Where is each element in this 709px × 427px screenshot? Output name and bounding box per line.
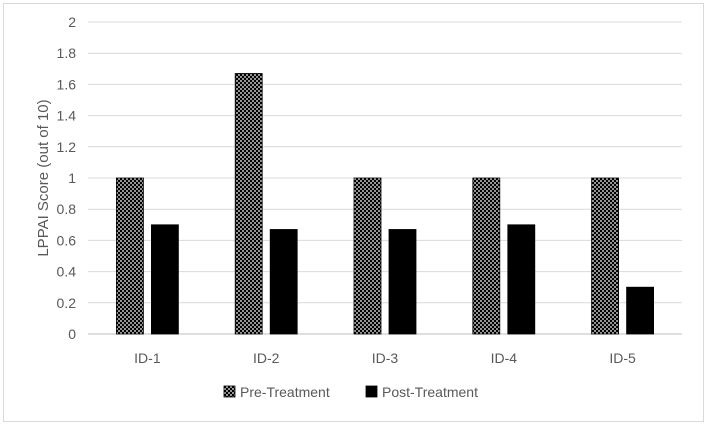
legend-swatch-pre-treatment <box>223 385 236 398</box>
y-axis-ticks: 0 0.2 0.4 0.6 0.8 1 1.2 1.4 1.6 1.8 2 <box>57 14 77 342</box>
legend-label-post-treatment: Post-Treatment <box>382 384 478 400</box>
bars <box>116 73 654 335</box>
y-tick-label: 1.8 <box>57 45 77 61</box>
gridlines <box>88 21 682 335</box>
y-axis-title: LPPAI Score (out of 10) <box>35 99 52 256</box>
bar-pre-treatment <box>591 177 619 335</box>
x-tick-label: ID-3 <box>372 350 399 366</box>
y-tick-label: 1 <box>68 170 76 186</box>
y-tick-label: 0.4 <box>57 264 77 280</box>
bar-post-treatment <box>507 224 536 335</box>
y-tick-label: 2 <box>68 14 76 30</box>
y-tick-label: 1.4 <box>57 108 77 124</box>
y-tick-label: 0.2 <box>57 295 77 311</box>
y-tick-label: 1.2 <box>57 139 77 155</box>
bar-post-treatment <box>150 224 179 335</box>
x-tick-label: ID-1 <box>134 350 161 366</box>
bar-pre-treatment <box>234 73 263 335</box>
x-tick-label: ID-4 <box>491 350 518 366</box>
y-tick-label: 0.6 <box>57 232 77 248</box>
y-tick-label: 0 <box>68 326 76 342</box>
legend: Pre-Treatment Post-Treatment <box>223 384 478 400</box>
bar-post-treatment <box>626 286 654 335</box>
bar-post-treatment <box>269 229 298 335</box>
bar-pre-treatment <box>116 177 144 335</box>
bar-pre-treatment <box>353 177 382 335</box>
bar-post-treatment <box>388 229 417 335</box>
y-tick-label: 1.6 <box>57 76 77 92</box>
legend-label-pre-treatment: Pre-Treatment <box>240 384 330 400</box>
bar-pre-treatment <box>472 177 501 335</box>
x-tick-label: ID-2 <box>253 350 280 366</box>
x-axis-ticks: ID-1 ID-2 ID-3 ID-4 ID-5 <box>134 350 636 366</box>
legend-swatch-post-treatment <box>365 385 378 398</box>
x-tick-label: ID-5 <box>609 350 636 366</box>
y-tick-label: 0.8 <box>57 201 77 217</box>
